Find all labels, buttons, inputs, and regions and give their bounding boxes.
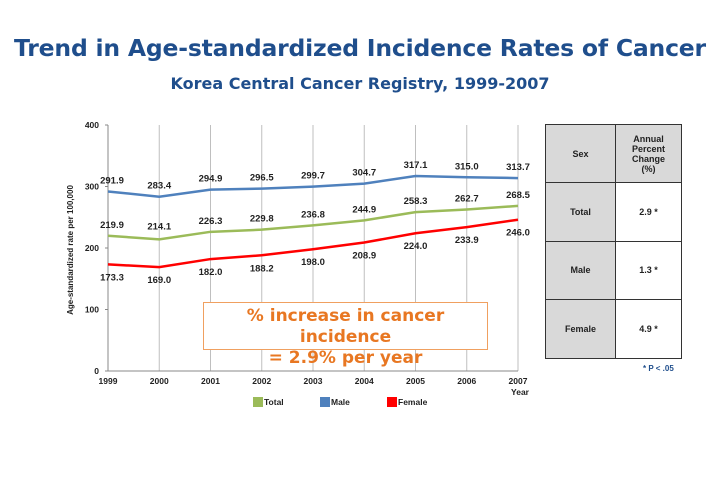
x-tick-label: 2001 (201, 376, 220, 386)
annotation-line-2: = 2.9% per year (268, 348, 423, 368)
chart-annotation: % increase in cancer incidence = 2.9% pe… (203, 302, 488, 368)
row-apc: 1.3 * (615, 240, 682, 301)
row-sex: Male (545, 240, 616, 301)
y-axis-label: Age-standardized rate per 100,000 (66, 185, 75, 315)
x-tick-label: 2002 (252, 376, 271, 386)
data-label: 299.7 (301, 171, 325, 182)
data-label: 229.8 (250, 214, 274, 225)
y-tick-label: 200 (85, 243, 99, 253)
x-axis-label: Year (511, 387, 530, 397)
header-sex: Sex (545, 124, 616, 183)
table-row: Male 1.3 * (545, 240, 682, 301)
data-label: 268.5 (506, 190, 530, 201)
legend-swatch-female (387, 397, 397, 407)
page-subtitle: Korea Central Cancer Registry, 1999-2007 (170, 74, 550, 93)
data-label: 224.0 (404, 241, 428, 252)
legend-label: Male (331, 397, 350, 407)
page-title: Trend in Age-standardized Incidence Rate… (14, 34, 706, 62)
data-label: 173.3 (100, 272, 124, 283)
x-tick-label: 2005 (406, 376, 425, 386)
y-tick-label: 100 (85, 305, 99, 315)
data-label: 182.0 (199, 267, 223, 278)
data-label: 313.7 (506, 162, 530, 173)
legend-swatch-total (253, 397, 263, 407)
series-line-total (107, 204, 519, 241)
row-apc: 2.9 * (615, 182, 682, 242)
data-label: 317.1 (404, 160, 428, 171)
x-tick-label: 2000 (150, 376, 169, 386)
data-label: 294.9 (199, 174, 223, 185)
data-label: 188.2 (250, 263, 274, 274)
data-label: 236.8 (301, 209, 325, 220)
data-label: 233.9 (455, 235, 479, 246)
apc-table: Sex Annual Percent Change (%) Total 2.9 … (545, 124, 682, 359)
data-label: 304.7 (352, 168, 376, 179)
data-label: 246.0 (506, 228, 530, 239)
table-row: Total 2.9 * (545, 182, 682, 242)
data-label: 296.5 (250, 173, 274, 184)
x-tick-label: 2004 (355, 376, 374, 386)
x-tick-label: 2006 (457, 376, 476, 386)
x-tick-label: 2003 (304, 376, 323, 386)
data-label: 226.3 (199, 216, 223, 227)
data-label: 219.9 (100, 220, 124, 231)
data-label: 198.0 (301, 257, 325, 268)
data-label: 291.9 (100, 175, 124, 186)
legend-label: Total (264, 397, 284, 407)
legend-swatch-male (320, 397, 330, 407)
data-label: 262.7 (455, 193, 479, 204)
series-line-male (107, 174, 519, 198)
series-line-female (107, 218, 519, 269)
data-label: 315.0 (455, 161, 479, 172)
x-tick-label: 2007 (509, 376, 528, 386)
data-label: 208.9 (352, 251, 376, 262)
row-sex: Total (545, 182, 616, 242)
y-tick-label: 400 (85, 120, 99, 130)
data-label: 169.0 (147, 275, 171, 286)
y-tick-label: 300 (85, 182, 99, 192)
legend-label: Female (398, 397, 428, 407)
table-footnote: * P < .05 (643, 364, 674, 373)
table-row: Female 4.9 * (545, 299, 682, 359)
row-sex: Female (545, 299, 616, 359)
header-apc: Annual Percent Change (%) (615, 124, 682, 183)
table-header-row: Sex Annual Percent Change (%) (545, 124, 682, 183)
annotation-line-1: % increase in cancer incidence (246, 306, 445, 347)
y-tick-label: 0 (94, 366, 99, 376)
data-label: 283.4 (147, 181, 171, 192)
data-label: 244.9 (352, 204, 376, 215)
row-apc: 4.9 * (615, 299, 682, 359)
x-tick-label: 1999 (99, 376, 118, 386)
data-label: 214.1 (147, 221, 171, 232)
data-label: 258.3 (404, 196, 428, 207)
